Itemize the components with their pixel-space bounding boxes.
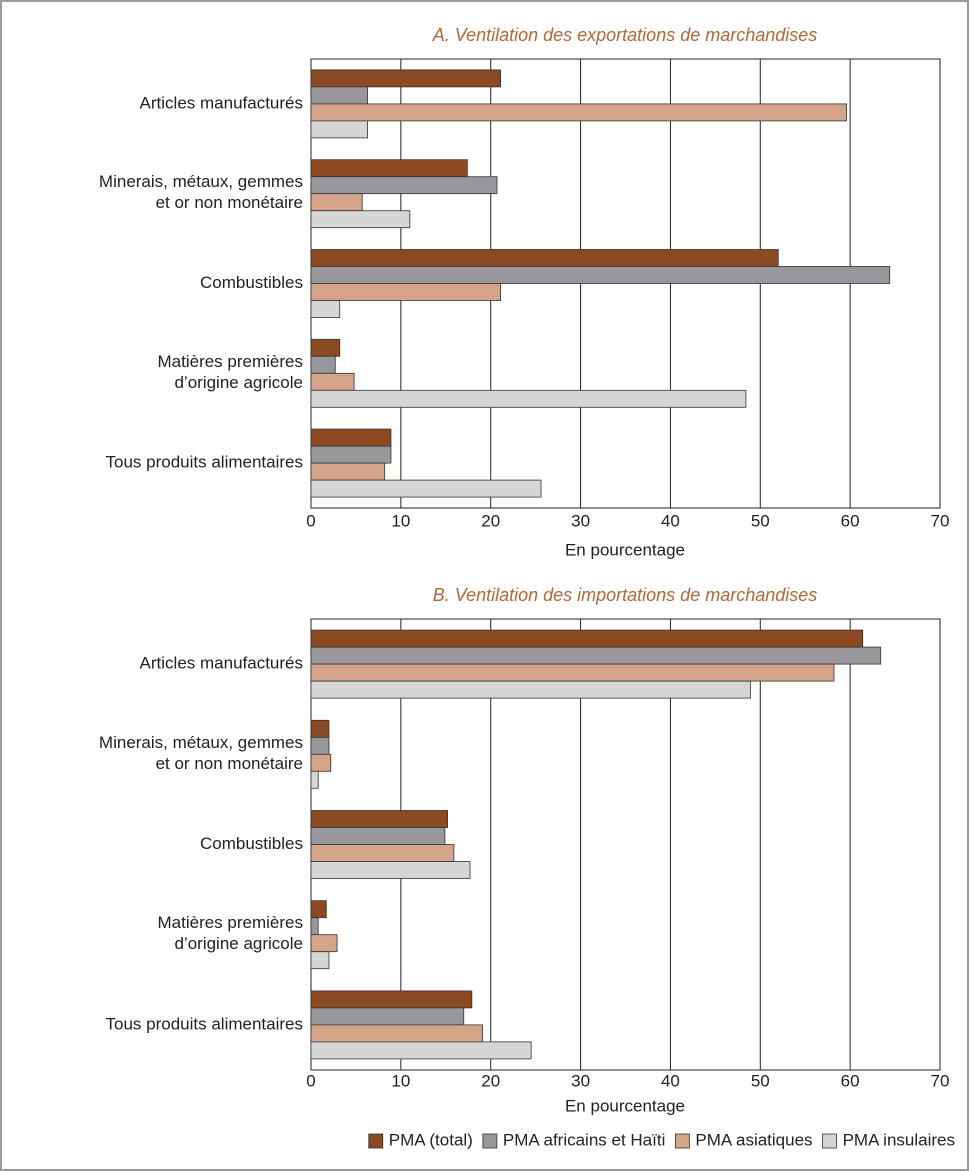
y-tick-label: Combustibles	[200, 273, 303, 292]
label-line: Matières premières	[158, 914, 304, 933]
bar	[310, 283, 501, 301]
bar	[310, 736, 330, 755]
label-line: Minerais, métaux, gemmes	[99, 173, 303, 192]
bar	[310, 86, 369, 105]
legend-swatch	[822, 1133, 837, 1149]
bar	[310, 629, 864, 648]
y-tick-label: Matières premières d’origine agricole	[158, 352, 304, 392]
bar	[310, 159, 468, 178]
label-line: d’origine agricole	[174, 373, 303, 392]
bar	[310, 810, 448, 828]
bar	[310, 1041, 532, 1060]
bar	[310, 300, 341, 318]
bar	[310, 266, 891, 284]
bar	[310, 389, 747, 408]
x-tick-label: 60	[841, 1071, 860, 1090]
chart-title: B. Ventilation des importations de march…	[433, 585, 818, 605]
bar	[310, 917, 319, 936]
bar	[310, 861, 471, 879]
bar	[310, 69, 501, 88]
bar	[310, 176, 498, 195]
y-tick-label: Minerais, métaux, gemmes et or non monéta…	[99, 173, 303, 213]
bar	[310, 193, 363, 212]
bar	[310, 770, 319, 789]
y-tick-label: Tous produits alimentaires	[106, 1014, 303, 1033]
x-tick-label: 0	[306, 511, 315, 530]
y-tick-label: Combustibles	[200, 834, 303, 853]
x-tick-label: 50	[751, 511, 770, 530]
bar	[310, 1024, 484, 1043]
bar	[310, 1007, 465, 1026]
x-tick-label: 0	[306, 1071, 315, 1090]
x-tick-label: 40	[661, 511, 680, 530]
bar	[310, 934, 338, 953]
x-tick-label: 10	[391, 511, 410, 530]
x-tick-label: 20	[481, 1071, 500, 1090]
x-tick-label: 70	[931, 1071, 950, 1090]
label-line: Matières premières	[158, 352, 304, 371]
legend-label: PMA asiatiques	[695, 1130, 812, 1149]
chart-title: A. Ventilation des exportations de march…	[432, 25, 818, 45]
y-tick-label: Minerais, métaux, gemmes et or non monéta…	[99, 733, 303, 773]
x-axis-label: En pourcentage	[565, 540, 685, 559]
bar	[310, 428, 392, 447]
bar	[310, 951, 330, 970]
label-line: et or non monétaire	[156, 194, 303, 213]
bar	[310, 445, 392, 464]
label-line: Minerais, métaux, gemmes	[99, 733, 303, 752]
bar	[310, 646, 882, 665]
bar	[310, 719, 330, 738]
label-line: et or non monétaire	[156, 754, 303, 773]
x-tick-label: 70	[931, 511, 950, 530]
bar	[310, 338, 341, 357]
legend-label: PMA insulaires	[843, 1130, 955, 1149]
bar	[310, 753, 332, 772]
x-tick-label: 20	[481, 511, 500, 530]
x-tick-label: 60	[841, 511, 860, 530]
x-tick-label: 30	[571, 511, 590, 530]
legend-swatch	[482, 1133, 498, 1149]
x-tick-label: 50	[751, 1071, 770, 1090]
x-tick-label: 10	[391, 1071, 410, 1090]
legend-swatch	[674, 1133, 690, 1149]
bar	[310, 900, 327, 919]
bar	[310, 249, 779, 267]
bar	[310, 680, 751, 699]
bar	[310, 462, 386, 481]
label-line: d’origine agricole	[174, 935, 303, 954]
bar	[310, 479, 542, 498]
x-axis-label: En pourcentage	[565, 1096, 685, 1115]
bar	[310, 372, 355, 391]
bar	[310, 844, 455, 862]
y-tick-label: Articles manufacturés	[140, 93, 303, 112]
legend-swatch	[368, 1133, 384, 1149]
y-tick-label: Matières premières d’origine agricole	[158, 914, 304, 954]
bar	[310, 103, 847, 122]
bar	[310, 990, 473, 1009]
bar	[310, 355, 336, 374]
y-tick-label: Articles manufacturés	[140, 654, 303, 673]
bar	[310, 663, 835, 682]
bar	[310, 210, 411, 229]
x-tick-label: 40	[661, 1071, 680, 1090]
bar	[310, 827, 446, 845]
legend-label: PMA (total)	[389, 1130, 473, 1149]
legend-label: PMA africains et Haïti	[503, 1130, 666, 1149]
bar	[310, 120, 369, 139]
x-tick-label: 30	[571, 1071, 590, 1090]
y-tick-label: Tous produits alimentaires	[106, 453, 303, 472]
